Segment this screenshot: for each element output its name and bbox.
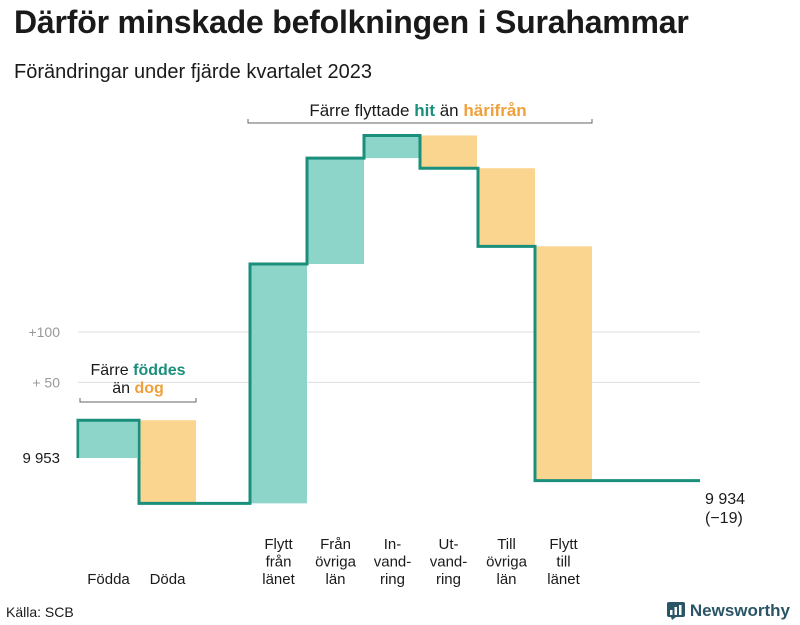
- category-label-0-0: Födda: [87, 571, 130, 588]
- y-tick-label-0: + 50: [32, 374, 60, 390]
- category-label-6-2: län: [496, 571, 516, 588]
- category-label-5-1: vand-: [430, 554, 468, 571]
- category-label-4-2: ring: [380, 571, 405, 588]
- end-value-label: 9 934: [705, 491, 745, 508]
- bar-från-övriga-län: [307, 158, 364, 264]
- category-label-3-1: övriga: [315, 554, 357, 571]
- brand-logo: Newsworthy: [666, 600, 790, 622]
- category-label-2-0: Flytt: [264, 536, 293, 553]
- category-label-4-1: vand-: [374, 554, 412, 571]
- category-label-1-0: Döda: [150, 571, 187, 588]
- newsworthy-icon: [666, 602, 685, 620]
- annotation-moves-line1: Färre flyttade hit än härifrån: [309, 101, 526, 120]
- bar-invandring: [364, 135, 421, 159]
- category-label-6-0: Till: [497, 536, 516, 553]
- annotation-births-bracket: [79, 398, 197, 403]
- annotation-births-line1: Färre föddes: [90, 362, 185, 379]
- y-tick-label-1: +100: [28, 324, 60, 340]
- category-label-6-1: övriga: [486, 554, 528, 571]
- bar-flytt-från-länet: [250, 263, 307, 504]
- category-label-7-2: länet: [547, 571, 580, 588]
- category-label-4-0: In-: [384, 536, 402, 553]
- category-label-2-1: från: [266, 554, 292, 571]
- category-label-2-2: länet: [262, 571, 295, 588]
- category-label-7-1: till: [556, 554, 570, 571]
- bar-födda: [80, 420, 137, 458]
- annotation-births-line2: än dog: [112, 380, 164, 397]
- bar-döda: [139, 420, 196, 504]
- category-label-5-0: Ut-: [439, 536, 459, 553]
- start-value-label: 9 953: [22, 450, 60, 467]
- category-label-3-2: län: [325, 571, 345, 588]
- annotation-moves-bracket: [247, 119, 593, 124]
- bar-till-övriga-län: [478, 168, 535, 247]
- end-change-label: (−19): [705, 510, 743, 527]
- chart-subtitle: Förändringar under fjärde kvartalet 2023: [14, 61, 372, 83]
- bar-utvandring: [420, 135, 477, 169]
- category-label-3-0: Från: [320, 536, 351, 553]
- bar-flytt-till-länet: [535, 246, 592, 481]
- chart-title: Därför minskade befolkningen i Surahamma…: [14, 4, 689, 40]
- level-step-line: [76, 133, 700, 505]
- brand-name: Newsworthy: [689, 601, 790, 620]
- category-label-5-2: ring: [436, 571, 461, 588]
- category-label-7-0: Flytt: [549, 536, 578, 553]
- source-note: Källa: SCB: [6, 604, 74, 620]
